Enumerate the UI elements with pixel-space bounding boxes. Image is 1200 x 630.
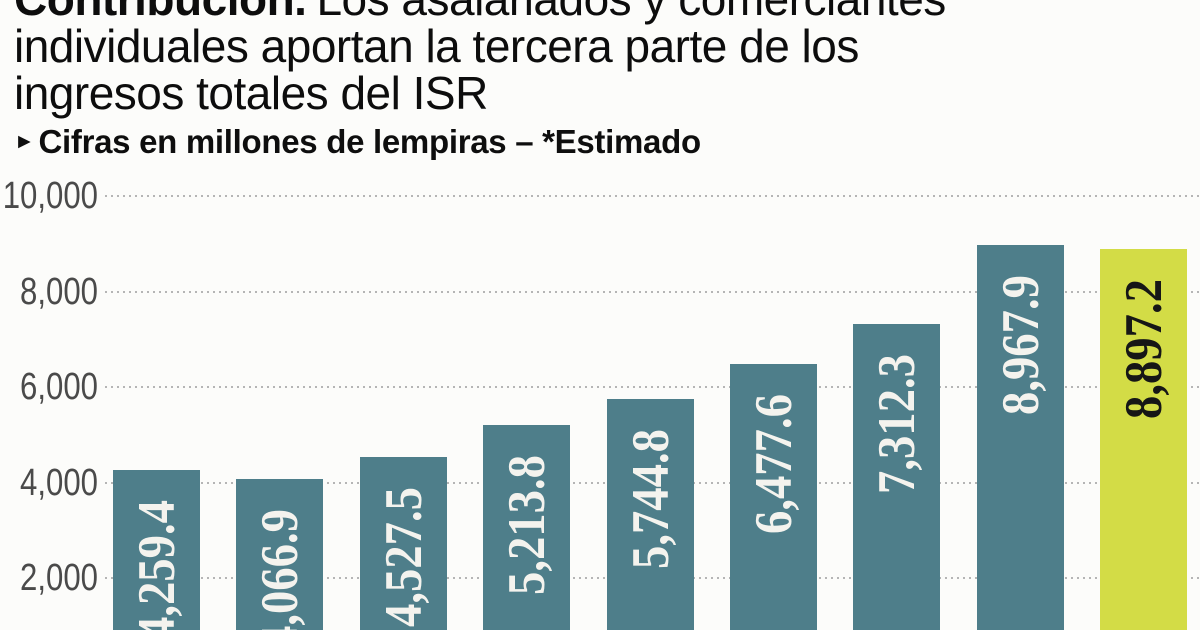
bar: 4,259.4 <box>113 470 200 630</box>
bar-value-label: 4,259.4 <box>128 500 186 630</box>
y-axis-tick-label: 6,000 <box>20 366 99 408</box>
bar-value-label: 8,897.2 <box>1115 278 1174 419</box>
headline: Contribución.Los asalariados y comercian… <box>14 0 999 117</box>
bar-value-label: 4,066.9 <box>251 509 310 630</box>
bar: 8,967.9 <box>976 245 1064 630</box>
bar-value-label: 5,213.8 <box>498 454 557 595</box>
gridline <box>105 195 1200 197</box>
y-axis-tick-label: 10,000 <box>2 175 99 217</box>
gridline <box>105 386 1200 388</box>
subtitle: ► Cifras en millones de lempiras – *Estim… <box>14 123 701 161</box>
bar: 7,312.3 <box>853 324 941 630</box>
bar: 5,213.8 <box>483 424 571 630</box>
bar-value-label: 8,967.9 <box>991 275 1050 416</box>
headline-kicker: Contribución. <box>14 0 307 25</box>
bar: 4,527.5 <box>359 457 447 630</box>
bar: 5,744.8 <box>606 399 694 630</box>
y-axis-tick-label: 2,000 <box>20 557 99 599</box>
y-axis-tick-label: 4,000 <box>20 461 99 504</box>
bar-value-label: 7,312.3 <box>868 354 927 495</box>
bar-value-label: 6,477.6 <box>745 394 803 535</box>
bar: 4,066.9 <box>236 479 324 630</box>
subtitle-text: Cifras en millones de lempiras – *Estima… <box>38 123 702 160</box>
headline-text: Los asalariados y comerciantes individua… <box>14 0 946 119</box>
gridline <box>105 290 1200 293</box>
bar: 6,477.6 <box>730 364 817 630</box>
bar-value-label: 4,527.5 <box>374 487 433 628</box>
highlighted-bar-estimated: 8,897.2 <box>1100 248 1188 630</box>
bar-value-label: 5,744.8 <box>621 429 680 570</box>
bullet-arrow-icon: ► <box>14 130 35 153</box>
y-axis-tick-label: 8,000 <box>20 270 99 313</box>
